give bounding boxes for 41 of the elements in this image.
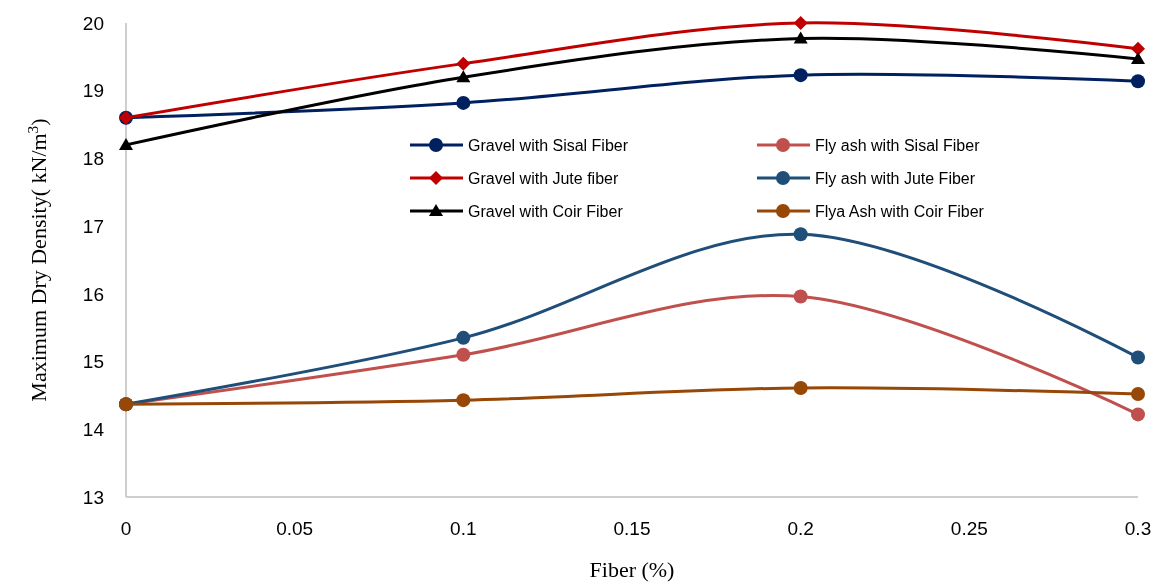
point — [1131, 51, 1145, 64]
point — [793, 16, 808, 30]
y-tick-label: 16 — [82, 283, 104, 305]
y-tick-label: 20 — [82, 12, 104, 34]
point — [793, 31, 808, 44]
point — [456, 393, 471, 408]
x-tick-label: 0.2 — [787, 518, 814, 539]
point — [119, 137, 133, 150]
y-tick-label: 14 — [82, 418, 105, 440]
y-tick-label: 15 — [82, 351, 104, 373]
legend-label: Fly ash with Jute Fiber — [815, 169, 976, 187]
point — [793, 380, 808, 395]
x-tick-label: 0 — [120, 518, 132, 539]
point — [456, 330, 471, 345]
x-axis-title: Fiber (%) — [589, 557, 675, 582]
x-tick-label: 0.3 — [1124, 518, 1152, 539]
y-tick-label: 13 — [82, 486, 104, 508]
y-tick-label: 18 — [82, 148, 104, 170]
legend-label: Gravel with Coir Fiber — [468, 202, 624, 220]
y-tick-label: 17 — [82, 215, 104, 237]
legend-label: Gravel with Jute fiber — [468, 169, 619, 187]
point — [1131, 407, 1145, 422]
legend-label: Gravel with Sisal Fiber — [468, 136, 629, 154]
point — [456, 56, 471, 71]
x-tick-label: 0.05 — [276, 518, 314, 539]
point — [1131, 350, 1145, 365]
point — [456, 70, 471, 83]
point — [1131, 74, 1145, 89]
point — [456, 347, 471, 362]
point — [793, 289, 808, 304]
legend-label: Flya Ash with Coir Fiber — [815, 202, 985, 220]
legend-label: Fly ash with Sisal Fiber — [815, 136, 981, 154]
point — [1131, 387, 1145, 402]
point — [793, 227, 808, 242]
point — [1131, 41, 1145, 56]
x-tick-label: 0.15 — [613, 518, 651, 539]
x-tick-label: 0.1 — [450, 518, 477, 539]
x-tick-label: 0.25 — [950, 518, 988, 539]
y-tick-label: 19 — [82, 80, 104, 102]
point — [456, 95, 471, 110]
point — [793, 68, 808, 83]
